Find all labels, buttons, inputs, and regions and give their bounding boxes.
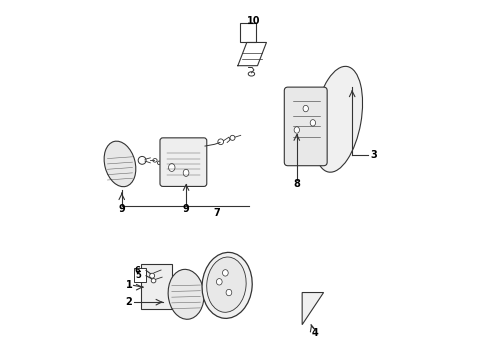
Ellipse shape: [303, 105, 308, 112]
Text: 10: 10: [246, 16, 260, 26]
Ellipse shape: [168, 269, 204, 319]
Text: 7: 7: [213, 208, 220, 218]
Ellipse shape: [151, 279, 156, 283]
Text: 9: 9: [183, 204, 190, 214]
Ellipse shape: [294, 127, 299, 133]
Ellipse shape: [248, 72, 255, 76]
FancyBboxPatch shape: [160, 138, 207, 186]
FancyBboxPatch shape: [142, 264, 172, 309]
FancyBboxPatch shape: [134, 267, 146, 282]
Text: 5: 5: [135, 271, 141, 280]
Text: 4: 4: [311, 328, 318, 338]
Ellipse shape: [183, 169, 189, 176]
Text: 9: 9: [119, 204, 125, 214]
Ellipse shape: [207, 257, 246, 312]
Ellipse shape: [313, 66, 363, 172]
Text: 8: 8: [294, 179, 300, 189]
Text: 3: 3: [370, 150, 377, 160]
Ellipse shape: [169, 163, 175, 171]
Ellipse shape: [222, 270, 228, 276]
Ellipse shape: [218, 139, 223, 145]
Ellipse shape: [138, 157, 146, 164]
Ellipse shape: [149, 273, 155, 278]
Text: 2: 2: [125, 297, 132, 307]
Ellipse shape: [310, 120, 316, 126]
Ellipse shape: [153, 158, 157, 162]
Ellipse shape: [226, 289, 232, 296]
Ellipse shape: [202, 252, 252, 318]
Ellipse shape: [217, 279, 222, 285]
Polygon shape: [302, 293, 323, 325]
FancyBboxPatch shape: [240, 23, 256, 42]
Ellipse shape: [104, 141, 136, 187]
Ellipse shape: [230, 135, 235, 140]
FancyBboxPatch shape: [284, 87, 327, 166]
Ellipse shape: [157, 161, 161, 165]
Text: 1: 1: [125, 280, 132, 291]
Text: 6: 6: [135, 266, 141, 275]
